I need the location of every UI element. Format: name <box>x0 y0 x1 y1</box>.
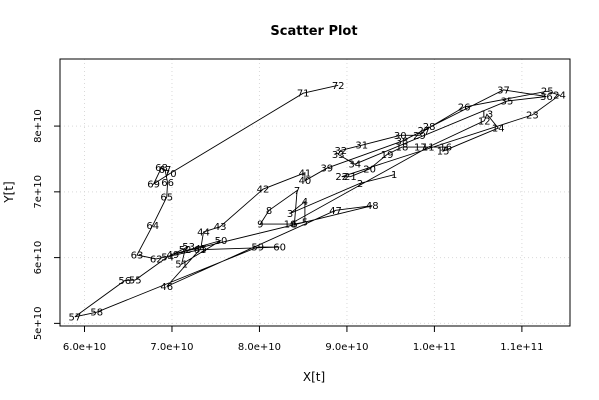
y-tick-label: 8e+10 <box>33 109 44 143</box>
data-point-label-32: 32 <box>334 146 347 157</box>
data-point-label-14: 14 <box>492 124 505 135</box>
data-point-label-49: 49 <box>166 250 179 261</box>
data-point-label-18: 18 <box>396 143 409 154</box>
y-tick-label: 6e+10 <box>33 241 44 275</box>
data-point-label-42: 42 <box>257 185 270 196</box>
data-point-label-47: 47 <box>329 206 342 217</box>
data-point-label-36: 36 <box>540 92 553 103</box>
data-point-label-29: 29 <box>413 131 426 142</box>
data-point-label-44: 44 <box>197 227 210 238</box>
data-point-label-25: 25 <box>541 87 554 98</box>
data-point-label-26: 26 <box>458 103 471 114</box>
data-point-label-28: 28 <box>423 122 436 133</box>
data-point-label-34: 34 <box>348 160 361 171</box>
data-point-label-64: 64 <box>146 221 159 232</box>
data-point-label-6: 6 <box>291 220 297 231</box>
data-point-label-56: 56 <box>118 276 131 287</box>
data-point-label-62: 62 <box>150 254 163 265</box>
data-point-label-45: 45 <box>194 244 207 255</box>
data-point-label-43: 43 <box>214 222 227 233</box>
data-point-label-67: 67 <box>159 165 172 176</box>
data-point-label-50: 50 <box>215 236 228 247</box>
data-point-label-52: 52 <box>179 245 192 256</box>
data-point-label-11: 11 <box>422 143 435 154</box>
data-point-label-58: 58 <box>90 308 103 319</box>
data-point-label-5: 5 <box>302 218 308 229</box>
data-point-label-23: 23 <box>526 110 539 121</box>
x-axis-label: X[t] <box>303 370 325 384</box>
data-point-label-72: 72 <box>332 81 345 92</box>
data-point-label-4: 4 <box>302 197 308 208</box>
data-point-label-13: 13 <box>481 110 494 121</box>
data-point-label-46: 46 <box>160 282 173 293</box>
data-point-label-15: 15 <box>437 147 450 158</box>
data-point-label-20: 20 <box>363 164 376 175</box>
axes: 6.0e+10 7.0e+10 8.0e+10 9.0e+10 1.0e+11 1.1e+… <box>33 109 543 353</box>
data-point-label-66: 66 <box>161 178 174 189</box>
data-point-label-39: 39 <box>320 164 333 175</box>
data-point-label-10: 10 <box>284 220 297 231</box>
data-point-label-30: 30 <box>394 131 407 142</box>
data-point-label-63: 63 <box>131 250 144 261</box>
data-point-label-38: 38 <box>396 137 409 148</box>
data-point-label-31: 31 <box>355 141 368 152</box>
data-point-label-53: 53 <box>182 242 195 253</box>
data-point-label-27: 27 <box>418 126 431 137</box>
data-point-label-7: 7 <box>294 186 300 197</box>
data-point-label-1: 1 <box>391 170 397 181</box>
data-point-label-16: 16 <box>439 143 452 154</box>
data-point-label-21: 21 <box>344 172 357 183</box>
data-point-label-60: 60 <box>273 243 286 254</box>
data-point-label-33: 33 <box>332 150 345 161</box>
x-tick-label: 6.0e+10 <box>63 342 106 353</box>
y-tick-label: 5e+10 <box>33 307 44 341</box>
data-point-label-3: 3 <box>287 209 293 220</box>
data-point-label-41: 41 <box>299 168 312 179</box>
data-point-label-22: 22 <box>335 172 348 183</box>
data-point-label-35: 35 <box>501 97 514 108</box>
data-point-label-68: 68 <box>155 163 168 174</box>
data-point-label-69: 69 <box>147 179 160 190</box>
data-point-label-37: 37 <box>497 85 510 96</box>
y-axis-label: Y[t] <box>2 181 16 203</box>
data-point-label-19: 19 <box>381 150 394 161</box>
data-point-label-57: 57 <box>69 312 82 323</box>
data-point-label-8: 8 <box>266 206 272 217</box>
data-point-label-51: 51 <box>175 260 188 271</box>
data-point-label-71: 71 <box>297 89 310 100</box>
data-point-label-24: 24 <box>553 91 566 102</box>
x-tick-label: 8.0e+10 <box>238 342 281 353</box>
data-point-label-65: 65 <box>160 193 173 204</box>
x-tick-label: 1.1e+11 <box>500 342 543 353</box>
data-point-label-54: 54 <box>161 252 174 263</box>
y-tick-label: 7e+10 <box>33 175 44 209</box>
grid <box>60 59 570 326</box>
data-point-label-9: 9 <box>257 220 263 231</box>
x-tick-label: 1.0e+11 <box>413 342 456 353</box>
data-point-label-59: 59 <box>251 243 264 254</box>
data-point-label-61: 61 <box>194 245 207 256</box>
data-point-label-40: 40 <box>299 176 312 187</box>
data-point-label-2: 2 <box>357 179 363 190</box>
data-point-label-55: 55 <box>129 275 142 286</box>
chart-title: Scatter Plot <box>270 24 357 39</box>
data-point-label-70: 70 <box>164 169 177 180</box>
data-point-label-12: 12 <box>478 116 491 127</box>
data-point-label-48: 48 <box>366 201 379 212</box>
x-tick-label: 7.0e+10 <box>150 342 193 353</box>
x-tick-label: 9.0e+10 <box>325 342 368 353</box>
connecting-path <box>74 84 561 318</box>
data-point-label-17: 17 <box>414 143 427 154</box>
